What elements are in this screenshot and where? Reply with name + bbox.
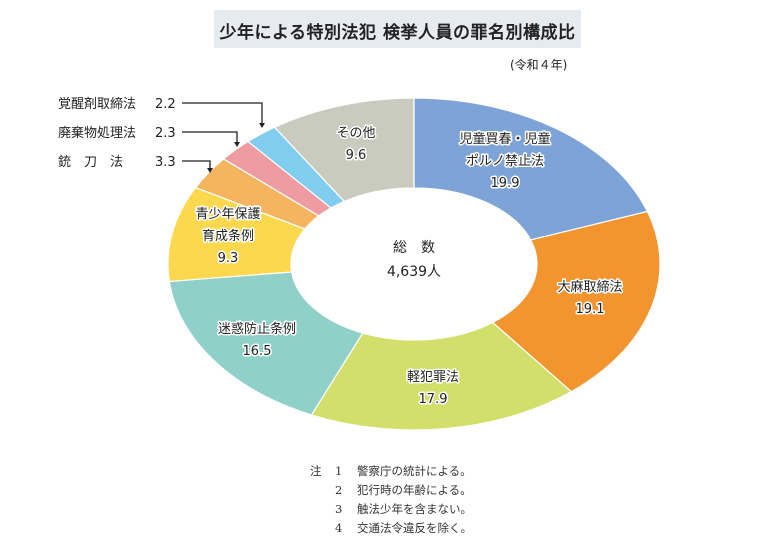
donut-slice <box>273 97 415 203</box>
outside-value: 3.3 <box>155 155 176 170</box>
chart-subtitle: (令和４年) <box>510 58 568 72</box>
title-box: 少年による特別法犯 検挙人員の罪名別構成比 <box>214 10 581 48</box>
donut-slice <box>168 271 364 416</box>
note-row: 4 交通法令違反を除く。 <box>310 519 472 538</box>
slice-label: 青少年保護 <box>195 206 260 222</box>
donut-slice <box>491 210 661 393</box>
slice-label: 迷惑防止条例 <box>218 321 296 337</box>
note-number: 4 <box>335 521 343 535</box>
slice-value: 9.6 <box>346 148 367 163</box>
note-text: 犯行時の年齢による。 <box>357 483 472 497</box>
notes: 注 1 警察庁の統計による。 2 犯行時の年齢による。 3 触法少年を含まない。 4 交通… <box>310 462 472 538</box>
leader-line <box>182 131 238 143</box>
donut-slice <box>310 321 573 431</box>
note-row: 2 犯行時の年齢による。 <box>310 481 472 500</box>
slice-label: ポルノ禁止法 <box>466 154 544 169</box>
slice-value: 19.9 <box>491 176 520 191</box>
note-number: 2 <box>335 483 343 497</box>
slice-label: 軽犯罪法 <box>407 370 459 385</box>
note-number: 3 <box>335 502 343 516</box>
slice-label: 育成条例 <box>202 228 254 244</box>
notes-head: 注 <box>310 464 322 478</box>
leader-line <box>182 160 211 169</box>
note-row: 3 触法少年を含まない。 <box>310 500 472 519</box>
note-number: 1 <box>335 464 343 478</box>
outside-value: 2.2 <box>155 97 176 112</box>
center-label: 4,639人 <box>387 264 441 280</box>
slice-label: その他 <box>336 126 375 141</box>
center-label: 総 数 <box>393 240 435 256</box>
chart-title: 少年による特別法犯 検挙人員の罪名別構成比 <box>219 23 576 43</box>
donut-slice <box>413 97 649 241</box>
leader-arrow <box>207 168 213 173</box>
slice-value: 9.3 <box>218 251 239 266</box>
slice-value: 19.1 <box>576 302 605 317</box>
outside-label: 覚醒剤取締法 <box>58 96 136 112</box>
slice-label: 大麻取締法 <box>557 279 622 295</box>
outside-label: 銃 刀 法 <box>58 155 123 170</box>
note-row: 注 1 警察庁の統計による。 <box>310 462 472 481</box>
note-text: 触法少年を含まない。 <box>357 502 472 516</box>
leader-arrow <box>234 142 240 147</box>
slice-label: 児童買春・児童 <box>459 131 550 147</box>
note-text: 警察庁の統計による。 <box>357 464 472 478</box>
slice-value: 16.5 <box>243 344 272 359</box>
outside-label: 廃棄物処理法 <box>58 125 136 141</box>
slice-value: 17.9 <box>419 392 448 407</box>
leader-line <box>182 102 263 124</box>
outside-value: 2.3 <box>155 126 176 141</box>
leader-arrow <box>259 123 265 128</box>
note-text: 交通法令違反を除く。 <box>357 521 472 535</box>
